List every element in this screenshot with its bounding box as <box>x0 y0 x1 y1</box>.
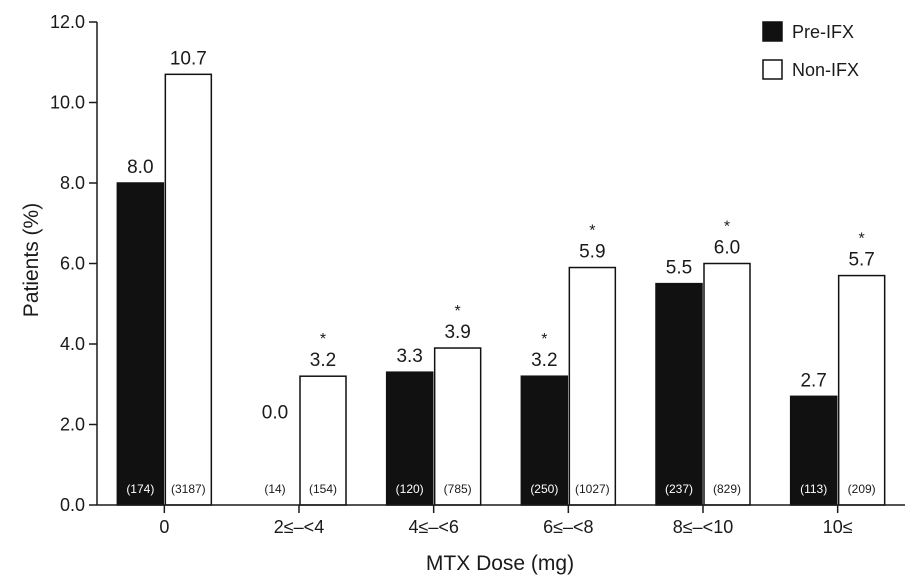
y-tick-label: 2.0 <box>60 415 85 435</box>
sample-size-label: (14) <box>264 482 285 496</box>
non-ifx-bar <box>568 266 617 506</box>
significance-marker: * <box>541 331 547 348</box>
non-ifx-bar <box>164 73 213 506</box>
y-axis-title: Patients (%) <box>20 203 43 317</box>
value-label: 5.7 <box>848 250 874 271</box>
value-label: 6.0 <box>714 238 740 259</box>
x-tick-label: 8≤–<10 <box>673 517 733 537</box>
legend-swatch <box>762 59 783 80</box>
sample-size-label: (785) <box>444 482 472 496</box>
x-tick-label: 2≤–<4 <box>274 517 324 537</box>
value-label: 2.7 <box>800 370 826 391</box>
pre-ifx-bar <box>116 182 165 506</box>
significance-marker: * <box>859 231 865 248</box>
y-tick-label: 12.0 <box>50 12 85 32</box>
value-label: 3.2 <box>531 350 557 371</box>
significance-marker: * <box>724 219 730 236</box>
value-label: 3.2 <box>310 350 336 371</box>
x-tick-label: 0 <box>159 517 169 537</box>
significance-marker: * <box>589 223 595 240</box>
value-label: 8.0 <box>127 157 153 178</box>
sample-size-label: (1027) <box>575 482 610 496</box>
y-tick-label: 4.0 <box>60 334 85 354</box>
non-ifx-bar <box>433 347 482 506</box>
sample-size-label: (250) <box>530 482 558 496</box>
x-tick-label: 10≤ <box>823 517 853 537</box>
y-tick-label: 10.0 <box>50 93 85 113</box>
y-tick-label: 6.0 <box>60 254 85 274</box>
legend-swatch <box>762 21 783 42</box>
significance-marker: * <box>320 331 326 348</box>
pre-ifx-bar <box>789 395 838 506</box>
sample-size-label: (209) <box>848 482 876 496</box>
data-labels: 8.0 (174) 10.7 (3187) 0.0 (14) 3.2 * (154) 3.3 (12… <box>126 48 875 496</box>
legend-label: Pre-IFX <box>792 22 854 42</box>
bar-group <box>116 73 886 506</box>
y-tick-label: 8.0 <box>60 173 85 193</box>
legend: Pre-IFX Non-IFX <box>762 21 859 80</box>
non-ifx-bar <box>837 274 886 506</box>
sample-size-label: (174) <box>126 482 154 496</box>
pre-ifx-bar <box>385 371 434 506</box>
significance-marker: * <box>455 303 461 320</box>
x-axis: 0 2≤–<4 4≤–<6 6≤–<8 8≤–<10 10≤ <box>159 505 853 537</box>
sample-size-label: (154) <box>309 482 337 496</box>
sample-size-label: (3187) <box>171 482 206 496</box>
value-label: 5.5 <box>666 258 692 279</box>
y-tick-label: 0.0 <box>60 495 85 515</box>
x-tick-label: 6≤–<8 <box>543 517 593 537</box>
sample-size-label: (113) <box>800 482 827 496</box>
axes <box>96 22 905 506</box>
value-label: 3.9 <box>444 322 470 343</box>
x-axis-title: MTX Dose (mg) <box>426 552 574 575</box>
sample-size-label: (829) <box>713 482 741 496</box>
pre-ifx-bar <box>520 375 569 506</box>
value-label: 10.7 <box>170 48 207 69</box>
legend-label: Non-IFX <box>792 60 859 80</box>
pre-ifx-bar <box>655 282 703 506</box>
value-label: 3.3 <box>396 346 422 367</box>
value-label: 0.0 <box>262 403 288 424</box>
y-axis: 0.0 2.0 4.0 6.0 8.0 10.0 12.0 <box>50 12 97 515</box>
non-ifx-bar <box>703 262 751 506</box>
sample-size-label: (237) <box>665 482 693 496</box>
value-label: 5.9 <box>579 242 605 263</box>
x-tick-label: 4≤–<6 <box>408 517 458 537</box>
sample-size-label: (120) <box>396 482 424 496</box>
